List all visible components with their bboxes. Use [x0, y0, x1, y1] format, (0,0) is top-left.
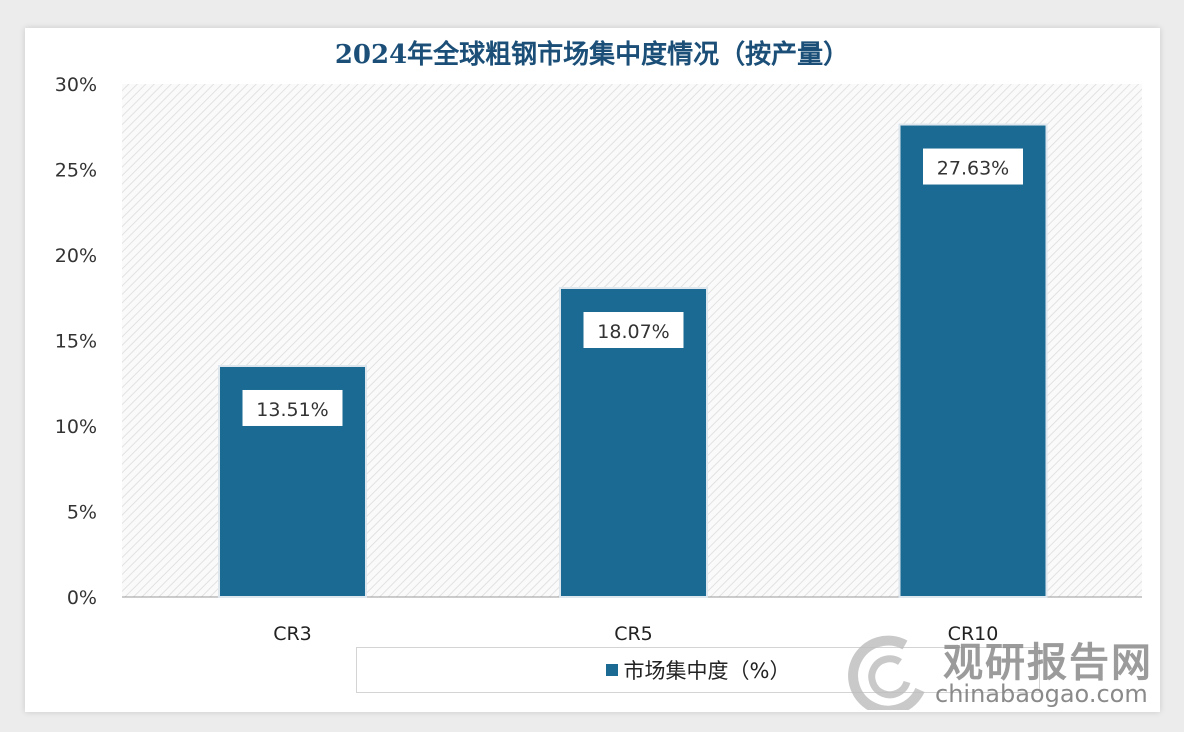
- data-label: 18.07%: [597, 321, 669, 343]
- x-tick-label: CR10: [948, 623, 999, 645]
- legend-label: 市场集中度（%）: [623, 659, 791, 683]
- y-tick-label: 20%: [55, 245, 97, 267]
- data-label: 27.63%: [937, 158, 1009, 180]
- x-tick-label: CR5: [614, 623, 653, 645]
- y-tick-label: 25%: [55, 160, 97, 182]
- y-tick-label: 5%: [67, 502, 97, 524]
- chart-title: 2024年全球粗钢市场集中度情况（按产量）: [334, 40, 850, 70]
- x-tick-label: CR3: [273, 623, 312, 645]
- legend-swatch: [605, 664, 618, 676]
- legend: 市场集中度（%）: [356, 647, 1040, 693]
- data-label: 13.51%: [256, 399, 328, 421]
- y-tick-label: 15%: [55, 331, 97, 353]
- watermark-text-cn: 观研报告网: [943, 640, 1153, 686]
- y-tick-label: 0%: [67, 587, 97, 609]
- watermark-swirl-icon: [848, 635, 925, 710]
- data-label-box: [583, 312, 684, 349]
- y-tick-label: 10%: [55, 416, 97, 438]
- bar-cr10: [898, 123, 1048, 598]
- data-label-box: [923, 148, 1023, 185]
- y-tick-label: 30%: [55, 74, 97, 96]
- data-label-box: [242, 389, 343, 426]
- watermark-text-en: chinabaogao.com: [935, 680, 1148, 708]
